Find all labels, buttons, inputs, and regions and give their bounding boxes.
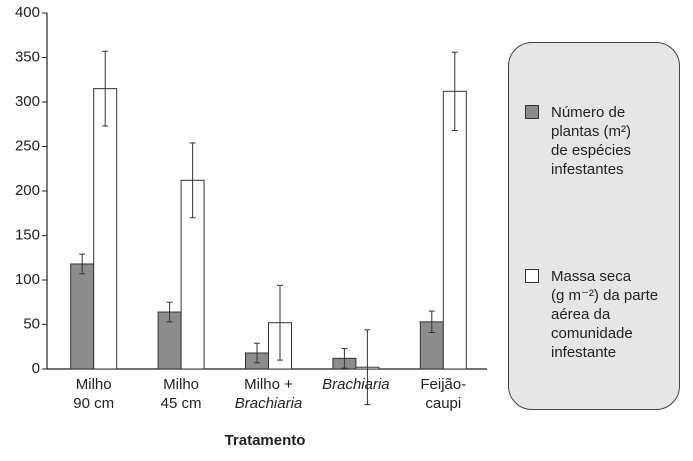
y-tick-label: 300 — [15, 93, 40, 110]
x-tick-label: Feijão- caupi — [420, 376, 467, 412]
y-tick-label: 100 — [15, 271, 40, 288]
bar — [70, 263, 95, 370]
y-tick-label: 350 — [15, 48, 40, 65]
y-tick-label: 400 — [15, 4, 40, 21]
legend: Número de plantas (m²) de espécies infes… — [508, 42, 680, 410]
legend-swatch — [525, 105, 539, 119]
x-axis-title: Tratamento — [224, 432, 306, 449]
y-tick-label: 0 — [32, 360, 40, 377]
y-tick-label: 50 — [23, 315, 40, 332]
y-tick-label: 150 — [15, 226, 40, 243]
bar — [442, 90, 467, 370]
x-tick-label: Milho + Brachiaria — [234, 376, 303, 412]
x-tick-label: Brachiaria — [322, 376, 390, 393]
y-tick-label: 250 — [15, 137, 40, 154]
x-tick-label: Milho 90 cm — [73, 376, 115, 412]
x-tick-label: Milho 45 cm — [160, 376, 202, 412]
legend-label: Número de plantas (m²) de espécies infes… — [551, 104, 632, 178]
legend-label: Massa seca (g m⁻²) da parte aérea da com… — [551, 268, 659, 361]
y-tick-label: 200 — [15, 182, 40, 199]
bar — [93, 88, 118, 370]
legend-swatch — [525, 269, 539, 283]
